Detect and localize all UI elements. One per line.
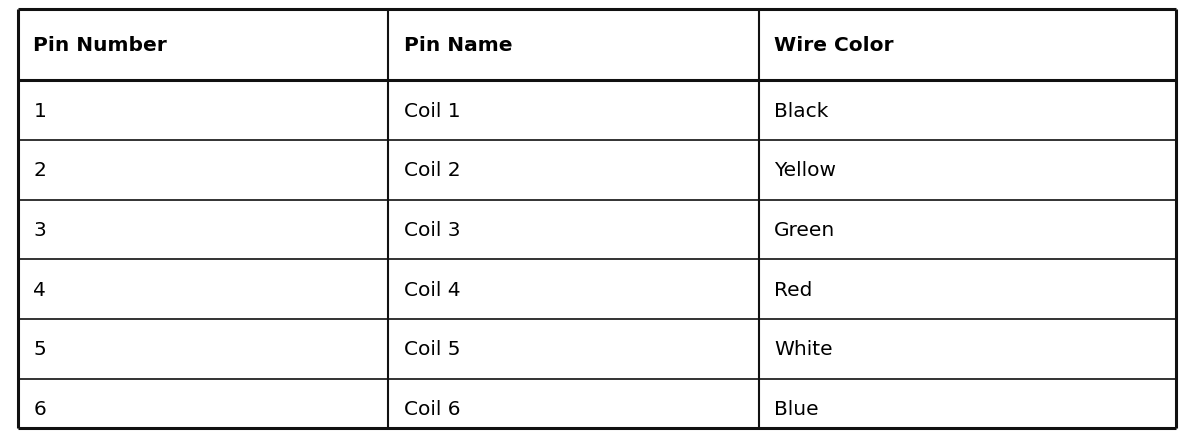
- Text: Coil 1: Coil 1: [403, 101, 461, 120]
- Text: 2: 2: [33, 161, 46, 180]
- Text: 3: 3: [33, 220, 46, 240]
- Text: 1: 1: [33, 101, 46, 120]
- Text: Coil 6: Coil 6: [403, 399, 461, 418]
- Text: Black: Black: [775, 101, 828, 120]
- Text: Coil 2: Coil 2: [403, 161, 461, 180]
- Text: Green: Green: [775, 220, 835, 240]
- Text: 5: 5: [33, 339, 46, 359]
- Text: Blue: Blue: [775, 399, 819, 418]
- Text: White: White: [775, 339, 833, 359]
- Text: 6: 6: [33, 399, 46, 418]
- Text: Pin Number: Pin Number: [33, 36, 167, 55]
- Text: Coil 5: Coil 5: [403, 339, 461, 359]
- Text: Red: Red: [775, 280, 813, 299]
- Text: Yellow: Yellow: [775, 161, 837, 180]
- Text: Coil 4: Coil 4: [403, 280, 461, 299]
- Text: Wire Color: Wire Color: [775, 36, 894, 55]
- Text: Pin Name: Pin Name: [403, 36, 513, 55]
- Text: 4: 4: [33, 280, 46, 299]
- Text: Coil 3: Coil 3: [403, 220, 461, 240]
